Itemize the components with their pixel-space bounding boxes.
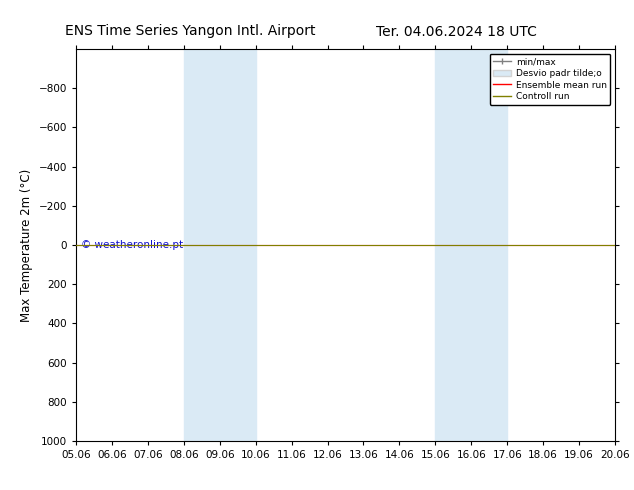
Bar [184, 49, 256, 441]
Text: Ter. 04.06.2024 18 UTC: Ter. 04.06.2024 18 UTC [376, 24, 537, 39]
Bar [436, 49, 507, 441]
Legend: min/max, Desvio padr tilde;o, Ensemble mean run, Controll run: min/max, Desvio padr tilde;o, Ensemble m… [489, 53, 611, 105]
Text: © weatheronline.pt: © weatheronline.pt [81, 240, 184, 250]
Y-axis label: Max Temperature 2m (°C): Max Temperature 2m (°C) [20, 169, 33, 321]
Text: ENS Time Series Yangon Intl. Airport: ENS Time Series Yangon Intl. Airport [65, 24, 316, 39]
